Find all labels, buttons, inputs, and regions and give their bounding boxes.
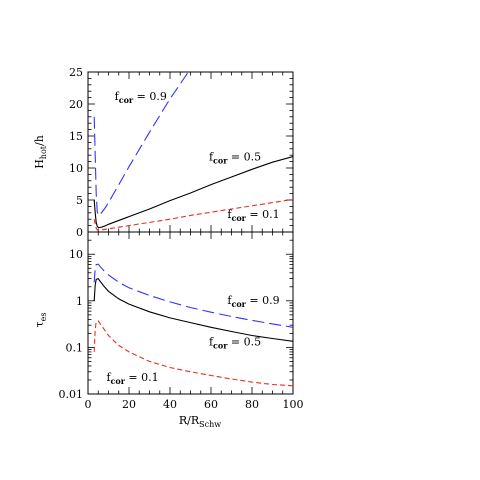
y-tick-label: 10: [69, 248, 83, 261]
y-tick-label: 20: [69, 98, 83, 111]
series-line: [93, 198, 293, 231]
series-line: [93, 72, 189, 217]
x-tick-label: 60: [204, 398, 218, 411]
plot-frame: [87, 231, 294, 395]
x-tick-label: 40: [163, 398, 177, 411]
y-tick-label: 0: [76, 226, 83, 239]
series-annotation: fcor = 0.9: [115, 90, 167, 105]
x-tick-label: 100: [283, 398, 304, 411]
series-annotation: fcor = 0.5: [209, 150, 261, 165]
y-tick-label: 25: [69, 66, 83, 79]
y-tick-label: 0.1: [66, 341, 84, 354]
series-annotation: fcor = 0.1: [227, 208, 279, 223]
y-axis-label-top: Hhot/h: [33, 135, 48, 169]
y-axis-label-bottom: τes: [33, 313, 48, 328]
x-tick-label: 20: [122, 398, 136, 411]
panel-top-hhot: 0 5 10 15 20 25 fcor = 0.9 fcor = 0.5 fcor = 0.1: [69, 66, 294, 239]
x-axis-label: R/RSchw: [179, 414, 221, 429]
x-tick-label: 80: [245, 398, 259, 411]
y-tick-label: 1: [76, 295, 83, 308]
series-annotation: fcor = 0.5: [209, 335, 261, 350]
x-tick-label: 0: [85, 398, 92, 411]
series-line: [93, 155, 293, 229]
y-tick-label: 10: [69, 162, 83, 175]
series-line: [93, 320, 293, 387]
y-tick-label: 0.01: [59, 388, 84, 401]
series-annotation: fcor = 0.1: [106, 371, 158, 386]
series-annotation: fcor = 0.9: [227, 294, 279, 309]
series-line: [93, 277, 293, 342]
series-line: [93, 263, 293, 328]
y-tick-label: 15: [69, 130, 83, 143]
y-tick-label: 5: [76, 194, 83, 207]
